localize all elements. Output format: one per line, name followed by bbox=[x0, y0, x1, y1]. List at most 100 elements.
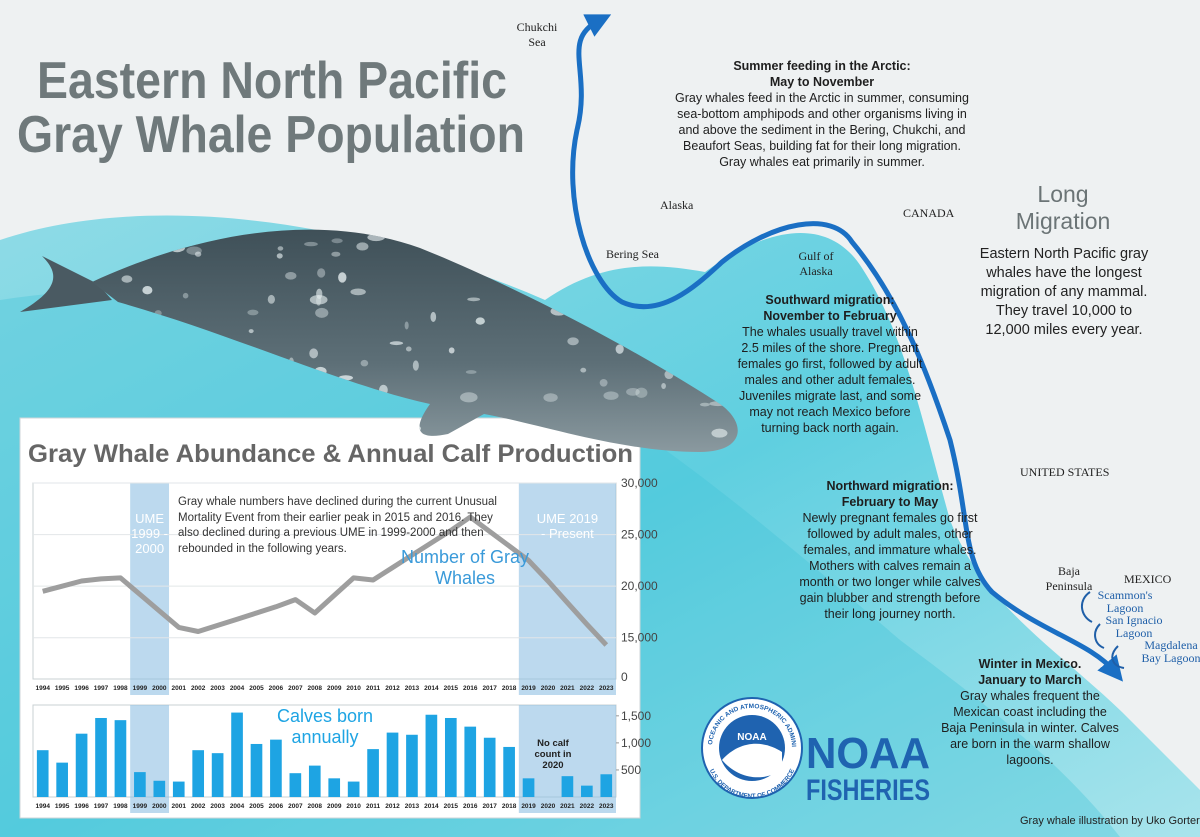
x-tick-label: 2013 bbox=[405, 803, 420, 810]
x-tick-label: 2003 bbox=[210, 685, 225, 692]
x-tick-label: 2008 bbox=[308, 685, 323, 692]
ume-label: UME 2019 - Present bbox=[536, 511, 599, 541]
series-label: Calves born annually bbox=[276, 706, 374, 747]
x-tick-label: 2008 bbox=[308, 803, 323, 810]
lagoon-label: Scammon's Lagoon bbox=[1097, 588, 1153, 615]
whale-spot bbox=[603, 391, 619, 400]
whale-spot bbox=[448, 347, 455, 354]
x-tick-label: 1996 bbox=[74, 803, 89, 810]
section-body: Gray whales frequent the Mexican coast i… bbox=[941, 689, 1119, 767]
bar bbox=[172, 781, 185, 797]
y-tick-label: 25,000 bbox=[621, 528, 658, 542]
whale-spot bbox=[599, 378, 608, 387]
ume-band bbox=[518, 483, 616, 695]
x-tick-label: 2010 bbox=[346, 803, 361, 810]
x-tick-label: 2012 bbox=[385, 803, 400, 810]
x-tick-label: 2005 bbox=[249, 803, 264, 810]
ume-label: UME 1999 - 2000 bbox=[131, 511, 169, 556]
y-tick-label: 0 bbox=[621, 670, 628, 684]
x-tick-label: 1994 bbox=[35, 685, 50, 692]
bar bbox=[464, 726, 477, 797]
x-tick-label: 2021 bbox=[560, 803, 575, 810]
line-series bbox=[42, 514, 609, 647]
x-tick-label: 2020 bbox=[541, 685, 556, 692]
section-body: Gray whales feed in the Arctic in summer… bbox=[675, 91, 969, 169]
whale-spot bbox=[304, 241, 318, 247]
whale-spot bbox=[276, 253, 283, 259]
whale-spot bbox=[331, 251, 341, 257]
x-tick-label: 1994 bbox=[35, 803, 50, 810]
bar bbox=[56, 762, 68, 797]
x-tick-label: 2017 bbox=[482, 685, 497, 692]
bar bbox=[36, 750, 49, 797]
whale-spot bbox=[580, 367, 587, 373]
long-migration-heading: Long Migration bbox=[1015, 181, 1111, 234]
whale-spot bbox=[711, 428, 728, 438]
whale-spot bbox=[285, 272, 297, 280]
bar bbox=[289, 773, 302, 797]
section-period: May to November bbox=[769, 75, 875, 89]
whale-spot bbox=[626, 387, 640, 396]
whale-spot bbox=[700, 402, 710, 407]
info-section: Southward migration: November to Februar… bbox=[735, 292, 925, 436]
map-label: MEXICO bbox=[1124, 572, 1172, 586]
x-tick-label: 1998 bbox=[113, 685, 128, 692]
x-tick-label: 2000 bbox=[152, 803, 167, 810]
x-tick-label: 1996 bbox=[74, 685, 89, 692]
whale-spot bbox=[247, 309, 259, 316]
lagoon-label: Magdalena Bay Lagoon bbox=[1141, 638, 1200, 665]
x-tick-label: 2019 bbox=[521, 803, 536, 810]
x-tick-label: 2020 bbox=[541, 803, 556, 810]
x-tick-label: 2015 bbox=[444, 803, 459, 810]
whale-spot bbox=[467, 297, 481, 302]
whale-spot bbox=[360, 359, 369, 367]
map-label: Gulf of Alaska bbox=[798, 249, 834, 278]
y-tick-label: 1,000 bbox=[621, 736, 651, 750]
x-tick-label: 2006 bbox=[269, 685, 284, 692]
section-heading: Winter in Mexico. bbox=[978, 657, 1082, 671]
x-tick-label: 1997 bbox=[94, 685, 109, 692]
x-tick-label: 1998 bbox=[113, 803, 128, 810]
bar bbox=[367, 749, 379, 797]
x-tick-label: 2022 bbox=[580, 803, 595, 810]
bar bbox=[386, 732, 399, 797]
whale-spot bbox=[350, 288, 366, 296]
x-tick-label: 2003 bbox=[210, 803, 225, 810]
x-tick-label: 2002 bbox=[191, 803, 206, 810]
whale-spot bbox=[615, 344, 624, 354]
whale-spot bbox=[277, 246, 284, 251]
bar bbox=[95, 717, 107, 797]
x-tick-label: 2004 bbox=[230, 803, 245, 810]
whale-spot bbox=[389, 341, 404, 346]
x-tick-label: 2022 bbox=[580, 685, 595, 692]
credit: Gray whale illustration by Uko Gorter bbox=[1020, 815, 1200, 827]
bar bbox=[270, 739, 282, 797]
info-section: Northward migration: February to May New… bbox=[790, 478, 990, 622]
whale-spot bbox=[635, 387, 648, 398]
x-tick-label: 2012 bbox=[385, 685, 400, 692]
y-tick-label: 20,000 bbox=[621, 579, 658, 593]
long-migration-body: Eastern North Pacific gray whales have t… bbox=[979, 246, 1149, 338]
whale-spot bbox=[543, 393, 558, 402]
whale-spot bbox=[142, 286, 153, 295]
whale-spot bbox=[309, 348, 319, 359]
x-tick-label: 2023 bbox=[599, 803, 614, 810]
x-tick-label: 2016 bbox=[463, 803, 478, 810]
section-period: February to May bbox=[841, 495, 939, 509]
x-tick-label: 2018 bbox=[502, 803, 517, 810]
x-tick-label: 2018 bbox=[502, 685, 517, 692]
map-label: UNITED STATES bbox=[1020, 465, 1110, 479]
map-label: Chukchi Sea bbox=[516, 20, 558, 49]
bar bbox=[153, 780, 166, 797]
x-tick-label: 2011 bbox=[366, 803, 380, 810]
x-tick-label: 2014 bbox=[424, 803, 439, 810]
x-tick-label: 1995 bbox=[55, 803, 70, 810]
series-label: Number of Gray Whales bbox=[400, 547, 530, 588]
x-tick-label: 2001 bbox=[172, 685, 187, 692]
bar bbox=[328, 778, 341, 797]
whale-spot bbox=[121, 275, 133, 283]
bar bbox=[75, 733, 88, 797]
x-tick-label: 2021 bbox=[560, 685, 575, 692]
x-tick-label: 2011 bbox=[366, 685, 380, 692]
